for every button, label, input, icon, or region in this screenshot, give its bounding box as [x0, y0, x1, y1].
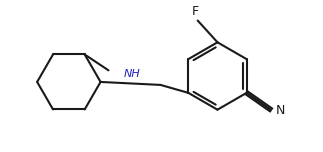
Text: NH: NH: [124, 69, 141, 79]
Text: F: F: [192, 5, 199, 17]
Text: N: N: [276, 104, 285, 117]
